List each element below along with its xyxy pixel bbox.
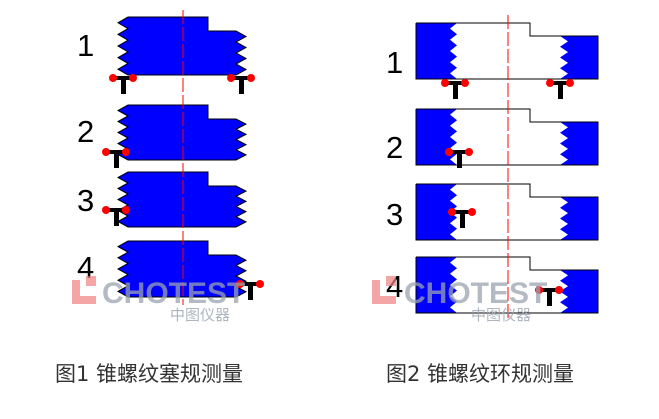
- contact-ball: [441, 79, 449, 87]
- contact-ball: [227, 74, 235, 82]
- probe-stem: [239, 78, 244, 94]
- probe-stem: [114, 152, 119, 168]
- watermark-sub: 中图仪器: [471, 306, 531, 324]
- contact-ball: [546, 79, 554, 87]
- plug-label-2: 2: [77, 114, 94, 149]
- ring-left-wall: [416, 23, 457, 79]
- figure1-plug-gauges: [116, 16, 248, 298]
- contact-ball: [236, 280, 244, 288]
- plug-label-3: 3: [77, 183, 94, 218]
- plug-gauge-2: [116, 104, 248, 161]
- ring-label-3: 3: [386, 197, 403, 232]
- probe-3: [102, 148, 130, 168]
- figure1-caption: 图1 锥螺纹塞规测量: [55, 362, 243, 386]
- ring-gauge-2: [415, 108, 599, 166]
- ring-outline: [415, 22, 599, 80]
- contact-ball: [555, 286, 563, 294]
- probe-1: [109, 74, 137, 94]
- ring-outline: [415, 108, 599, 166]
- contact-ball: [461, 79, 469, 87]
- watermark-brand: CHOTEST: [102, 277, 245, 310]
- contact-ball: [122, 148, 130, 156]
- probe-stem: [558, 83, 563, 99]
- probe-stem: [114, 210, 119, 226]
- plug-label-1: 1: [77, 28, 94, 63]
- figure2-ring-gauges: [415, 22, 599, 314]
- ring-gauge-3: [415, 183, 599, 241]
- ring-right-wall: [560, 197, 598, 240]
- probe-8: [445, 148, 473, 168]
- probe-stem: [248, 284, 253, 300]
- figure2-caption: 图2 锥螺纹环规测量: [386, 362, 574, 386]
- contact-ball: [102, 206, 110, 214]
- ring-right-wall: [560, 36, 598, 79]
- ring-label-2: 2: [386, 130, 403, 165]
- contact-ball: [102, 148, 110, 156]
- ring-right-wall: [560, 270, 598, 313]
- probe-stem: [460, 212, 465, 228]
- plug-gauge-1: [117, 16, 248, 76]
- logo-icon: [72, 276, 96, 304]
- probe-stem: [453, 83, 458, 99]
- ring-left-wall: [416, 109, 457, 165]
- contact-ball: [566, 79, 574, 87]
- ring-left-wall: [416, 184, 457, 240]
- plug-gauge-4: [116, 240, 248, 298]
- ring-outline: [415, 256, 599, 314]
- contact-ball: [109, 74, 117, 82]
- probe-10: [535, 286, 563, 306]
- ring-right-wall: [560, 122, 598, 165]
- contact-ball: [256, 280, 264, 288]
- contact-ball: [129, 74, 137, 82]
- ring-label-1: 1: [386, 45, 403, 80]
- probes: [102, 74, 574, 306]
- plug-gauge-3: [116, 171, 248, 228]
- contact-ball: [465, 148, 473, 156]
- probe-7: [546, 79, 574, 99]
- contact-ball: [247, 74, 255, 82]
- contact-ball: [468, 208, 476, 216]
- watermark-sub: 中图仪器: [170, 306, 230, 324]
- watermark-brand: CHOTEST: [404, 277, 547, 310]
- probe-stem: [457, 152, 462, 168]
- probe-stem: [547, 290, 552, 306]
- watermark-left: CHOTEST 中图仪器: [72, 276, 245, 324]
- watermark-right: CHOTEST 中图仪器: [372, 276, 547, 324]
- contact-ball: [445, 148, 453, 156]
- probe-5: [236, 280, 264, 300]
- probe-9: [448, 208, 476, 228]
- contact-ball: [448, 208, 456, 216]
- contact-ball: [535, 286, 543, 294]
- ring-gauge-4: [415, 256, 599, 314]
- ring-outline: [415, 183, 599, 241]
- probe-6: [441, 79, 469, 99]
- probe-4: [102, 206, 130, 226]
- logo-icon: [372, 276, 396, 304]
- contact-ball: [122, 206, 130, 214]
- probe-stem: [121, 78, 126, 94]
- ring-gauge-1: [415, 22, 599, 80]
- ring-left-wall: [416, 257, 457, 313]
- probe-2: [227, 74, 255, 94]
